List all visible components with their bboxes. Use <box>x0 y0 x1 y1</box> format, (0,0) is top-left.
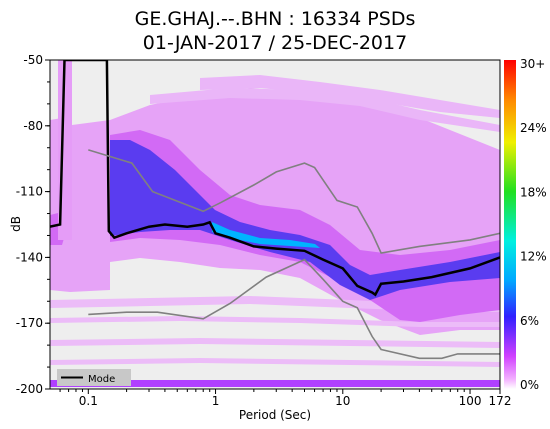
colorbar <box>504 60 516 389</box>
legend: Mode <box>57 369 131 386</box>
colorbar-label: 12% <box>520 250 547 264</box>
series-line-mode <box>50 60 500 297</box>
colorbar-label: 6% <box>520 314 539 328</box>
colorbar-label: 0% <box>520 378 539 392</box>
x-axis-label: Period (Sec) <box>239 408 311 422</box>
x-tick-label: 0.1 <box>79 394 98 408</box>
x-tick-label: 1 <box>212 394 220 408</box>
series-line-high-noise-model <box>88 149 500 254</box>
y-tick-label: -50 <box>23 53 43 67</box>
legend-box <box>57 369 131 386</box>
y-axis-label: dB <box>9 216 23 232</box>
y-tick-label: -170 <box>16 316 43 330</box>
x-tick-label: 10 <box>335 394 350 408</box>
legend-mode-label: Mode <box>88 374 115 385</box>
y-tick-label: -80 <box>23 119 43 133</box>
y-tick-label: -140 <box>16 250 43 264</box>
chart-title-line1: GE.GHAJ.--.BHN : 16334 PSDs <box>135 8 416 30</box>
x-tick-label: 172 <box>489 394 512 408</box>
chart-title-line2: 01-JAN-2017 / 25-DEC-2017 <box>143 32 407 54</box>
colorbar-label: 24% <box>520 121 547 135</box>
x-tick-label: 100 <box>459 394 482 408</box>
colorbar-label: 30+ <box>520 57 545 71</box>
plot-frame <box>49 59 501 390</box>
y-tick-label: -200 <box>16 382 43 396</box>
y-tick-label: -110 <box>16 185 43 199</box>
series-line-low-noise-model <box>88 258 500 360</box>
colorbar-label: 18% <box>520 185 547 199</box>
